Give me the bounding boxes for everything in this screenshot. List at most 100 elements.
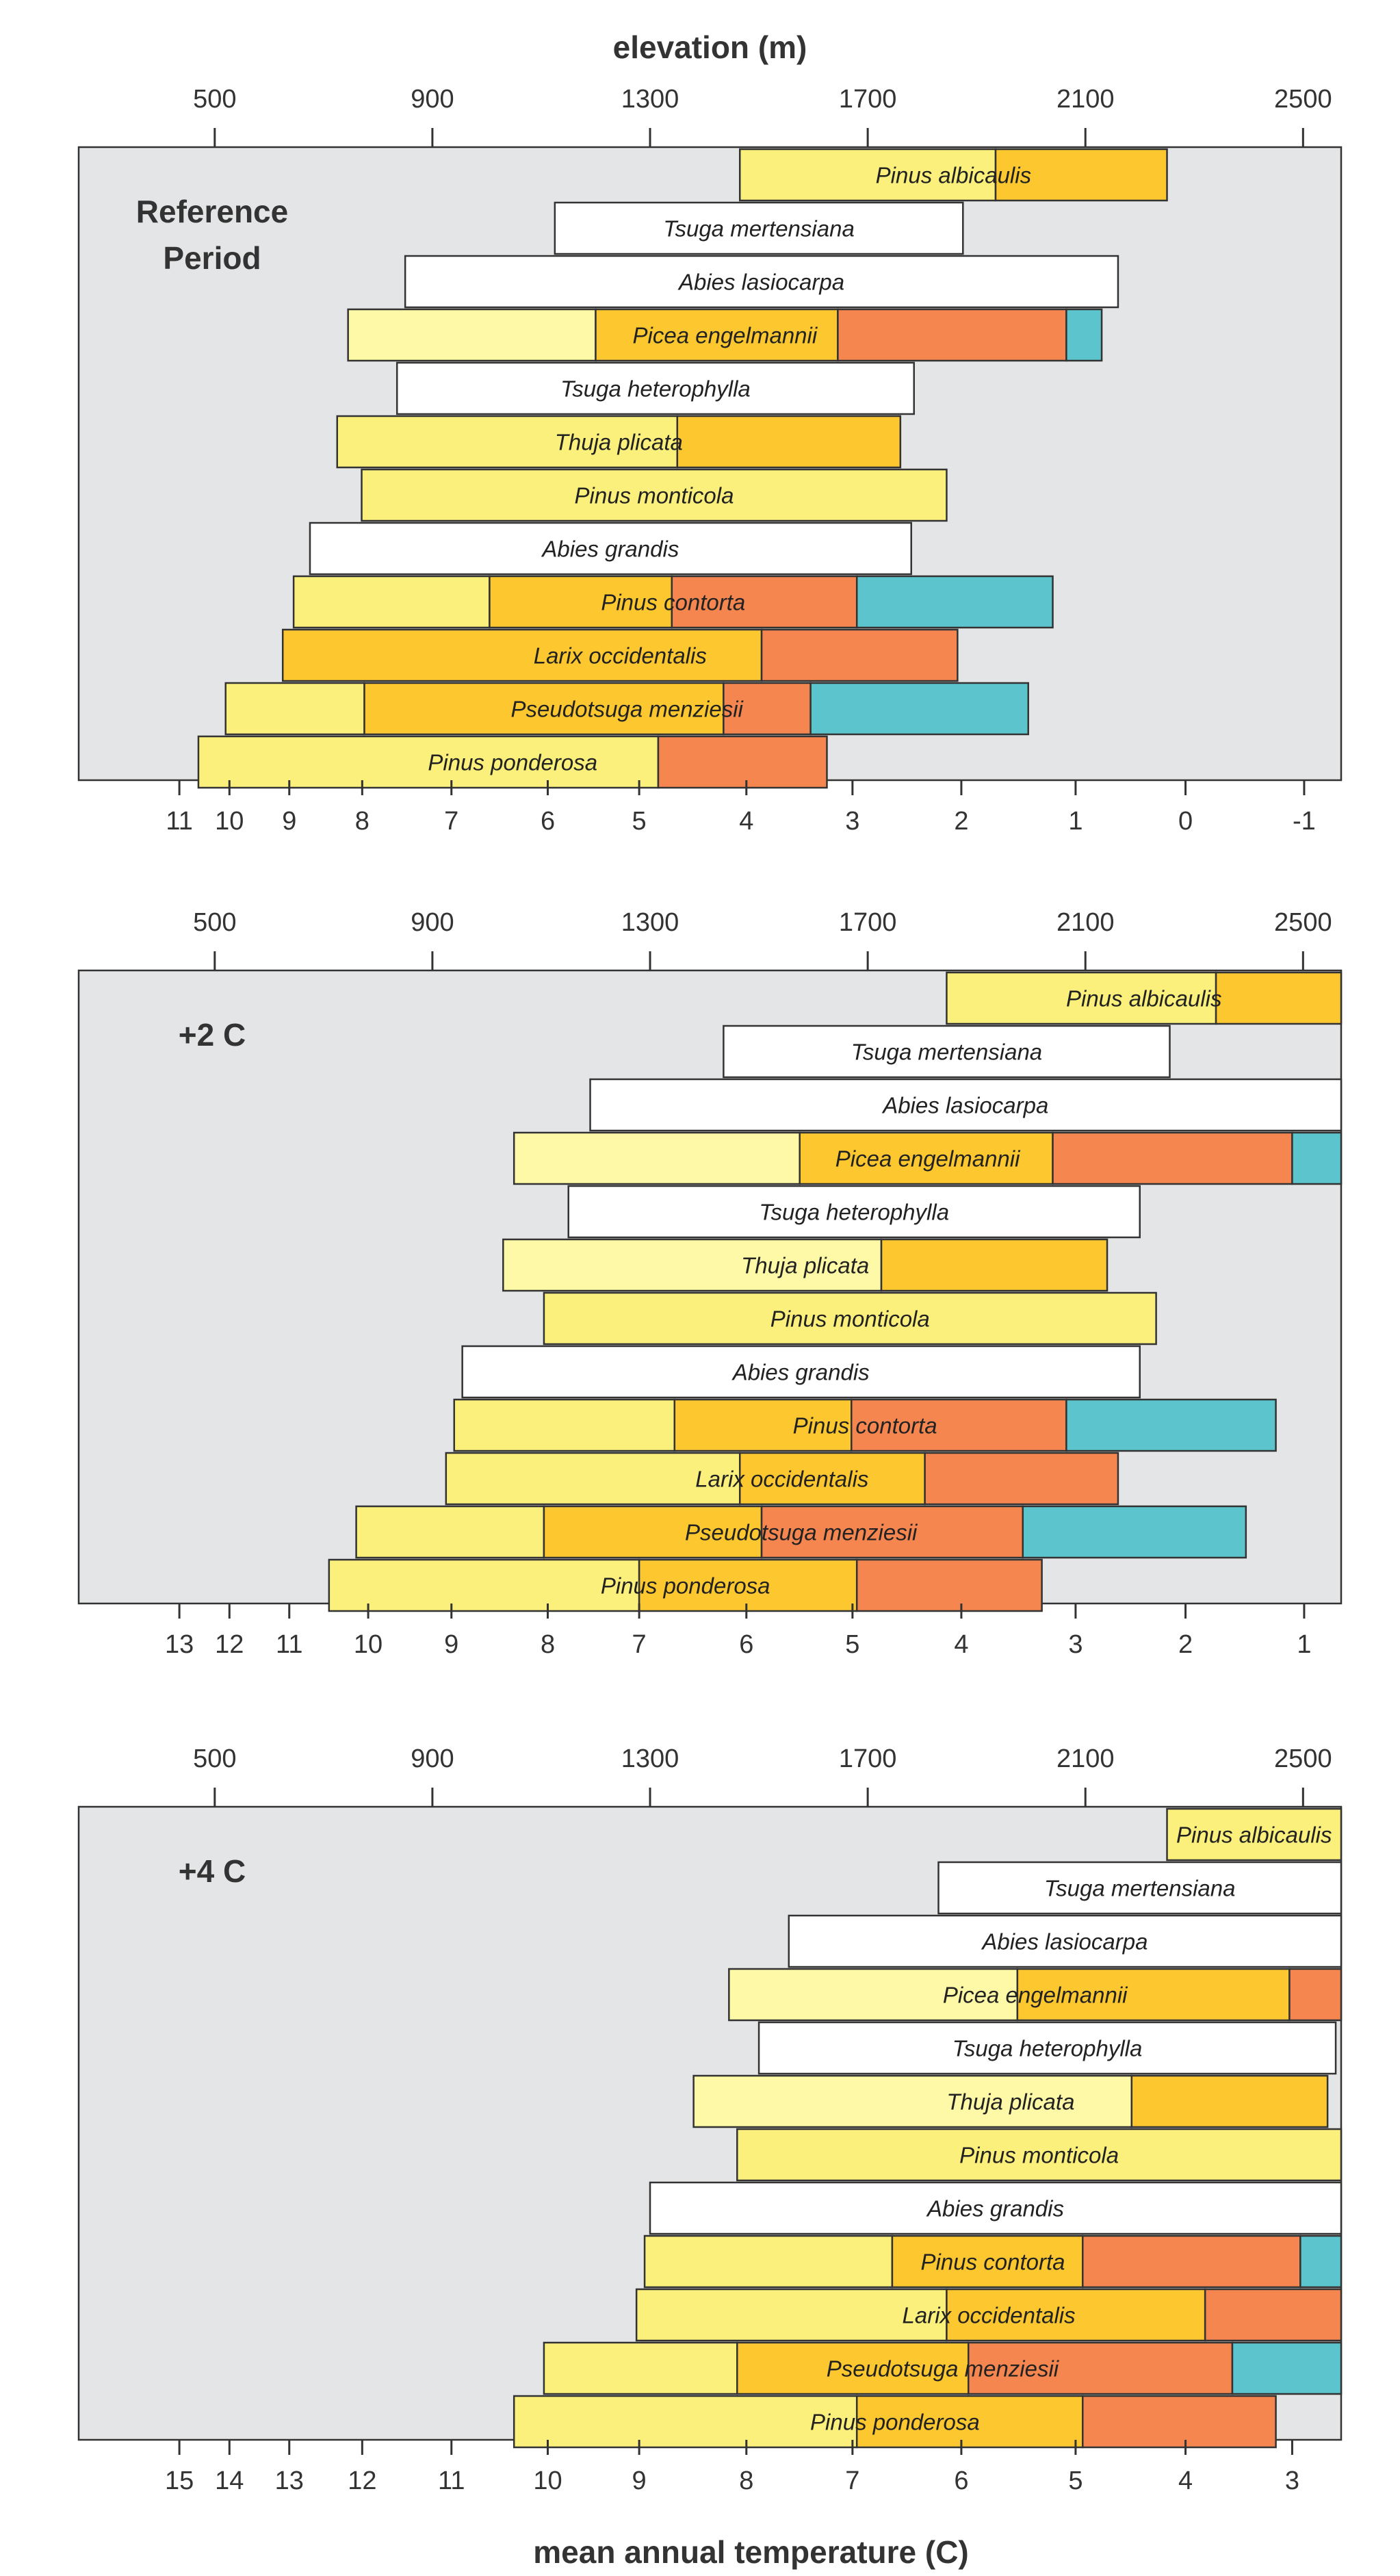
bar-segment — [736, 2128, 1343, 2182]
bar-segment — [355, 1505, 545, 1559]
elevation-tick-label: 900 — [411, 85, 454, 114]
species-label: Tsuga heterophylla — [759, 1200, 949, 1225]
bar-segment — [1022, 1505, 1247, 1559]
bar-segment — [543, 1291, 1157, 1345]
species-bar: Pinus albicaulis — [946, 971, 1343, 1025]
bar-segment — [946, 2288, 1206, 2342]
temperature-tick-label: 12 — [215, 1630, 244, 1659]
bar-segment — [760, 628, 959, 682]
temperature-tick-label: 3 — [845, 807, 859, 836]
species-bar: Pinus albicaulis — [738, 148, 1168, 202]
species-bar: Abies grandis — [649, 2181, 1343, 2235]
bar-segment — [946, 971, 1217, 1025]
species-label: Pinus albicaulis — [1176, 1822, 1332, 1848]
temperature-tick-label: 9 — [632, 2466, 647, 2495]
species-label: Pinus contorta — [921, 2250, 1065, 2275]
species-label: Pinus monticola — [575, 483, 734, 508]
species-bar: Pinus ponderosa — [197, 735, 828, 789]
species-bar: Pinus contorta — [643, 2234, 1343, 2289]
bar-segment — [1065, 308, 1103, 362]
bar-segment — [937, 1861, 1343, 1915]
species-label: Tsuga heterophylla — [952, 2036, 1143, 2061]
panel-label: Reference — [136, 194, 288, 229]
species-label: Larix occidentalis — [534, 643, 707, 669]
bar-segment — [328, 1558, 640, 1612]
species-label: Pinus ponderosa — [810, 2410, 980, 2435]
bar-segment — [1130, 2074, 1329, 2128]
bar-segment — [361, 468, 948, 522]
species-label: Larix occidentalis — [695, 1467, 868, 1492]
bar-segment — [1299, 2234, 1343, 2289]
bar-segment — [1166, 1807, 1343, 1862]
species-bar: Pinus ponderosa — [328, 1558, 1043, 1612]
temperature-tick-label: 8 — [355, 807, 370, 836]
species-bar: Pseudotsuga menziesii — [355, 1505, 1247, 1559]
species-bar: Abies grandis — [309, 521, 912, 576]
temperature-tick-label: 10 — [354, 1630, 383, 1659]
species-label: Pinus albicaulis — [1066, 986, 1221, 1012]
bar-segment — [396, 361, 915, 415]
species-bar: Pinus monticola — [361, 468, 948, 522]
bar-segment — [543, 2341, 738, 2395]
temperature-tick-label: 13 — [165, 1630, 194, 1659]
species-label: Pinus monticola — [959, 2143, 1119, 2168]
bar-segment — [554, 201, 964, 255]
species-label: Tsuga mertensiana — [1044, 1876, 1235, 1901]
species-bar: Tsuga heterophylla — [396, 361, 915, 415]
species-label: Thuja plicata — [946, 2089, 1074, 2115]
bar-segment — [461, 1345, 1141, 1399]
bar-segment — [855, 575, 1054, 629]
temperature-tick-label: 0 — [1178, 807, 1193, 836]
bar-segment — [1288, 1968, 1343, 2022]
bar-segment — [1204, 2288, 1343, 2342]
bar-segment — [1065, 1398, 1277, 1452]
elevation-tick-label: 2500 — [1274, 908, 1332, 937]
species-label: Pinus contorta — [601, 590, 745, 615]
elevation-tick-label: 500 — [193, 908, 236, 937]
species-bar: Tsuga heterophylla — [757, 2021, 1337, 2075]
temperature-tick-label: 8 — [541, 1630, 555, 1659]
species-label: Pseudotsuga menziesii — [685, 1520, 918, 1545]
temperature-tick-label: 3 — [1285, 2466, 1299, 2495]
bar-segment — [757, 2021, 1337, 2075]
bar-segment — [788, 1914, 1343, 1968]
bar-segment — [336, 415, 679, 469]
bar-segment — [673, 1398, 853, 1452]
species-label: Abies lasiocarpa — [981, 1929, 1148, 1955]
bar-segment — [738, 1452, 926, 1506]
elevation-tick-label: 500 — [193, 85, 236, 114]
bar-segment — [891, 2234, 1084, 2289]
species-label: Tsuga mertensiana — [663, 216, 854, 242]
panel-label: +4 C — [179, 1853, 246, 1889]
elevation-tick-label: 1700 — [839, 908, 897, 937]
bar-segment — [453, 1398, 676, 1452]
temperature-tick-label: 2 — [1178, 1630, 1193, 1659]
species-label: Picea engelmannii — [633, 323, 818, 348]
elevation-tick-label: 500 — [193, 1744, 236, 1773]
temperature-tick-label: 11 — [438, 2466, 465, 2495]
bar-segment — [567, 1185, 1141, 1239]
species-label: Pinus monticola — [770, 1306, 930, 1332]
species-bar: Thuja plicata — [692, 2074, 1329, 2128]
temperature-tick-label: 5 — [845, 1630, 859, 1659]
bar-segment — [1016, 1968, 1291, 2022]
species-bar: Abies lasiocarpa — [788, 1914, 1343, 1968]
species-label: Abies lasiocarpa — [677, 270, 844, 295]
bar-segment — [404, 255, 1119, 309]
temperature-tick-label: 7 — [632, 1630, 647, 1659]
bar-segment — [967, 2341, 1234, 2395]
bar-segment — [489, 575, 673, 629]
species-bar: Larix occidentalis — [281, 628, 959, 682]
species-label: Picea engelmannii — [943, 1983, 1128, 2008]
temperature-tick-label: 14 — [215, 2466, 244, 2495]
species-bar: Pseudotsuga menziesii — [543, 2341, 1343, 2395]
species-label: Abies grandis — [541, 537, 679, 562]
bar-segment — [1082, 2234, 1301, 2289]
bar-segment — [994, 148, 1168, 202]
species-label: Pinus ponderosa — [428, 750, 597, 775]
bar-segment — [513, 1131, 801, 1185]
bar-segment — [676, 415, 902, 469]
temperature-tick-label: 8 — [739, 2466, 753, 2495]
elevation-tick-label: 900 — [411, 1744, 454, 1773]
bar-segment — [1291, 1131, 1343, 1185]
